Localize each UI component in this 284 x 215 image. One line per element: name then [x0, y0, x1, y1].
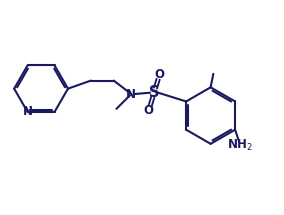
- Text: NH$_2$: NH$_2$: [227, 138, 252, 154]
- Text: O: O: [154, 68, 164, 81]
- Text: N: N: [126, 88, 136, 101]
- Text: O: O: [144, 104, 154, 117]
- Text: S: S: [149, 85, 159, 100]
- Text: N: N: [23, 106, 33, 118]
